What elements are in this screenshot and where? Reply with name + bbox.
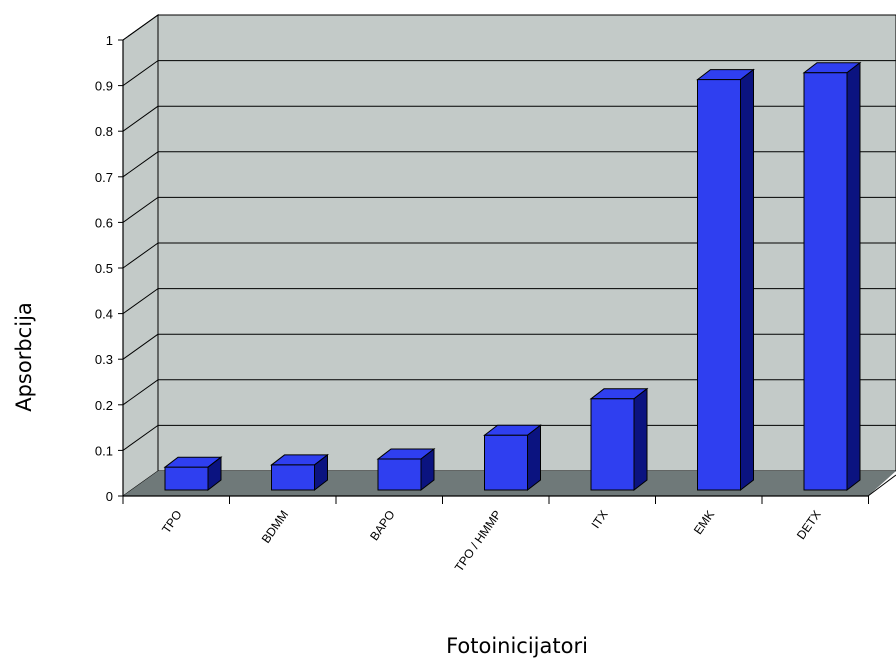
- x-tick-label: EMK: [691, 508, 717, 537]
- gridline-side: [122, 424, 159, 451]
- x-tick-label: BAPO: [367, 508, 398, 543]
- y-tick-label: 0: [106, 489, 113, 504]
- x-tick-label: TPO / HMMP: [452, 508, 504, 574]
- y-tick-label: 0.2: [95, 398, 113, 413]
- bars: [163, 61, 862, 492]
- x-tick-label: BDMM: [259, 508, 292, 546]
- gridline-side: [122, 151, 159, 178]
- y-tick-label: 0.4: [95, 307, 113, 322]
- bar: [483, 424, 542, 492]
- bar: [270, 453, 329, 492]
- y-tick-label: 0.1: [95, 443, 113, 458]
- bar-side: [527, 424, 541, 492]
- y-tick-label: 0.6: [95, 215, 113, 230]
- gridline-side: [122, 14, 159, 41]
- gridline-side: [122, 105, 159, 132]
- floor-edge: [867, 474, 896, 497]
- bar: [802, 61, 862, 492]
- x-tick-label: TPO: [159, 508, 185, 536]
- y-tick-label: 1: [106, 33, 113, 48]
- bar-front: [164, 466, 209, 491]
- bar: [589, 387, 649, 492]
- bar-side: [740, 68, 754, 492]
- y-tick-label: 0.7: [95, 170, 113, 185]
- x-tick-label: DETX: [794, 508, 824, 542]
- gridline-side: [122, 242, 159, 269]
- bar: [696, 68, 755, 492]
- gridline-side: [122, 60, 159, 87]
- y-tick-label: 0.8: [95, 124, 113, 139]
- gridline-side: [122, 379, 159, 406]
- bar-side: [846, 61, 861, 492]
- bar-front: [377, 458, 422, 491]
- y-tick-label: 0.3: [95, 352, 113, 367]
- y-tick-label: 0.5: [95, 261, 113, 276]
- y-axis-title: Apsorbcija: [12, 302, 36, 412]
- bar-front: [271, 464, 315, 491]
- gridline-side: [122, 333, 159, 360]
- bar-front: [697, 79, 741, 491]
- bar: [163, 456, 223, 492]
- chart-background: [122, 14, 896, 497]
- bar: [376, 447, 436, 492]
- y-axis: 0 0.1 0.2 0.3 0.4 0.5 0.6 0.7 0.8 0.9 1: [95, 33, 124, 504]
- gridlines: [122, 14, 896, 451]
- y-tick-label: 0.9: [95, 79, 113, 94]
- bar-front: [590, 398, 635, 491]
- bar-front: [484, 434, 528, 491]
- gridline-side: [122, 288, 159, 315]
- x-axis-title: Fotoinicijatori: [446, 634, 588, 658]
- gridline-side: [122, 196, 159, 223]
- bar-side: [633, 387, 648, 492]
- bar-front: [803, 72, 848, 491]
- x-tick-label: ITX: [589, 508, 611, 531]
